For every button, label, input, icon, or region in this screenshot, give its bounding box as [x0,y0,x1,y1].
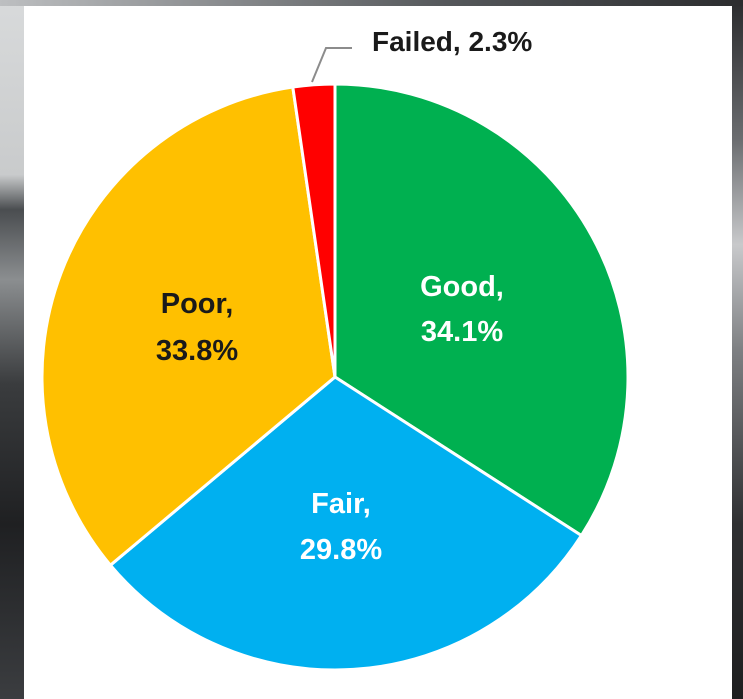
background-photo-left [0,0,24,699]
failed-label: Failed, 2.3% [372,26,532,57]
fair-label-name: Fair, [311,488,371,520]
pie-slice-failed [291,82,337,379]
background-photo-top [0,0,743,6]
pie-slices [40,82,630,672]
good-label-name: Good, [420,271,504,303]
good-label-value: 34.1% [421,316,503,348]
pie-slice-fair [108,375,583,672]
fair-label-value: 29.8% [300,534,382,566]
pie-slice-poor [40,85,337,567]
background-photo-right [732,0,743,699]
poor-label-value: 33.8% [156,335,238,367]
poor-label-name: Poor, [161,288,234,320]
failed-leader-line [311,47,352,83]
